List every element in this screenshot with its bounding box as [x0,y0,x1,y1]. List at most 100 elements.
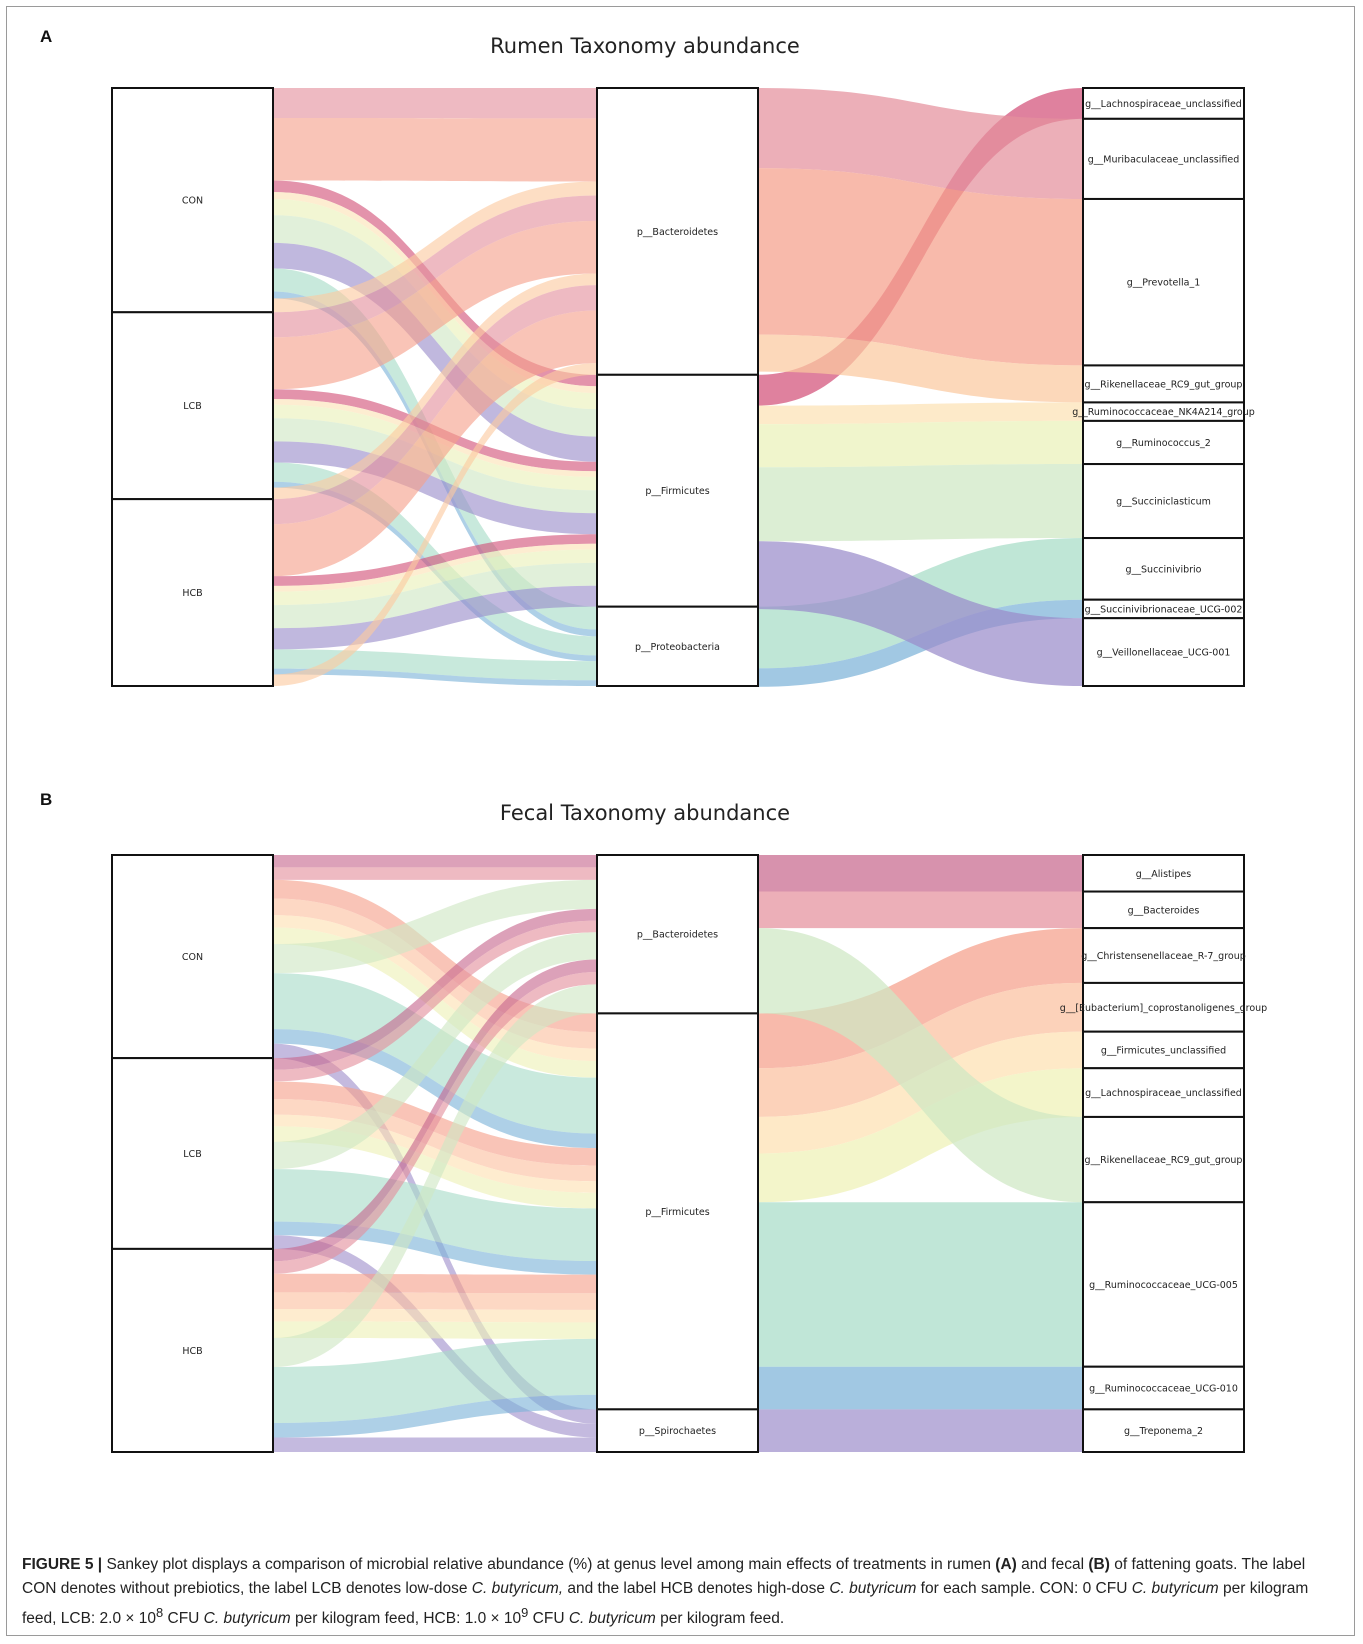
figure-caption: FIGURE 5 | Sankey plot displays a compar… [22,1553,1342,1631]
node-label-g-eubacterium-coprostanoligenes-group: g__[Eubacterium]_coprostanoligenes_group [1060,1003,1267,1014]
caption-text-9: CFU [532,1610,565,1628]
node-label-g-succinivibrionaceae-ucg-002: g__Succinivibrionaceae_UCG-002 [1085,604,1243,615]
caption-ref-a: (A) [995,1556,1017,1573]
link-treatment-phylum [273,1169,597,1262]
link-treatment-phylum [273,310,597,577]
node-label-g-succiniclasticum: g__Succiniclasticum [1116,497,1211,508]
link-treatment-phylum [273,1394,597,1438]
sankey-figure: A Rumen Taxonomy abundance CON LCB HCB p__Bac… [40,27,1267,1454]
panel-a-rumen: A Rumen Taxonomy abundance CON LCB HCB p__Bac… [40,27,1255,687]
node-label-g-ruminococcaceae-nk4a214-group: g__Ruminococcaceae_NK4A214_group [1072,407,1255,418]
sankey-links [273,855,1083,1452]
node-g-muribaculaceae-unclassified [1082,117,1245,200]
node-g-veillonellaceae-ucg-001 [1082,617,1245,687]
link-treatment-phylum [273,855,597,868]
link-treatment-phylum [273,118,597,182]
link-treatment-phylum [273,959,597,1262]
node-label-p-bacteroidetes: p__Bacteroidetes [637,930,718,941]
node-label-lcb: LCB [183,1149,201,1160]
caption-text-3: of fattening goats. The label CON denote… [22,1556,1306,1597]
node-label-g-ruminococcus-2: g__Ruminococcus_2 [1116,438,1211,449]
link-treatment-phylum [273,1292,597,1310]
link-treatment-phylum [273,867,597,880]
node-label-p-proteobacteria: p__Proteobacteria [635,642,720,653]
caption-text-7: CFU [167,1610,200,1628]
link-treatment-phylum [273,195,597,338]
link-treatment-phylum [273,534,597,586]
node-label-g-alistipes: g__Alistipes [1136,869,1191,880]
link-treatment-phylum [273,668,597,686]
link-phylum-genus [758,168,1083,366]
node-g-treponema-2 [1082,1408,1245,1454]
caption-text-4: and the label HCB denotes high-dose [567,1580,826,1597]
node-label-g-rikenellaceae-rc9-gut-group: g__Rikenellaceae_RC9_gut_group [1085,379,1243,390]
caption-text-10: per kilogram feed. [660,1610,785,1628]
node-g-lachnospiraceae-unclassified [1082,87,1245,120]
node-label-p-firmicutes: p__Firmicutes [645,486,709,497]
link-treatment-phylum [273,220,597,390]
node-g-succinivibrio [1082,537,1245,601]
node-label-g-firmicutes-unclassified: g__Firmicutes_unclassified [1101,1045,1226,1056]
link-treatment-phylum [273,562,597,629]
link-treatment-phylum [273,585,597,650]
node-label-con: CON [182,196,203,207]
node-p-firmicutes [596,373,759,608]
node-label-p-bacteroidetes: p__Bacteroidetes [637,227,718,238]
node-label-g-ruminococcaceae-ucg-005: g__Ruminococcaceae_UCG-005 [1089,1280,1238,1291]
link-treatment-phylum [273,879,597,1033]
node-label-g-veillonellaceae-ucg-001: g__Veillonellaceae_UCG-001 [1097,648,1231,659]
link-treatment-phylum [273,1029,597,1149]
caption-label: FIGURE 5 | [22,1556,103,1573]
link-phylum-genus [758,334,1083,403]
link-phylum-genus [758,1366,1083,1410]
caption-species-4: C. butyricum [203,1610,291,1628]
panel-letter: B [40,790,52,809]
node-label-lcb: LCB [183,401,201,412]
link-treatment-phylum [273,441,597,535]
link-phylum-genus [758,891,1083,929]
link-treatment-phylum [273,1114,597,1193]
node-p-spirochaetes [596,1408,759,1454]
node-g-succiniclasticum [1082,463,1245,540]
node-g-ruminococcus-2 [1082,419,1245,466]
link-treatment-phylum [273,984,597,1368]
link-treatment-phylum [273,543,597,592]
node-g-rikenellaceae-rc9-gut-group [1082,364,1245,404]
link-treatment-phylum [273,649,597,681]
caption-text-5: for each sample. CON: 0 CFU [920,1580,1128,1597]
caption-ref-b: (B) [1088,1556,1110,1573]
caption-species-2: C. butyricum [829,1580,917,1597]
node-p-bacteroidetes [596,854,759,1015]
link-treatment-phylum [273,273,597,500]
caption-text-6: per kilogram feed, LCB: 2.0 × 10 [22,1580,1309,1628]
link-treatment-phylum [273,285,597,525]
node-label-hcb: HCB [182,588,202,599]
node-label-g-lachnospiraceae-unclassified: g__Lachnospiraceae_unclassified [1085,99,1242,110]
node-label-hcb: HCB [182,1346,202,1357]
caption-text-8: per kilogram feed, HCB: 1.0 × 10 [294,1610,522,1628]
link-treatment-phylum [273,932,597,1170]
node-label-p-firmicutes: p__Firmicutes [645,1207,709,1218]
node-label-p-spirochaetes: p__Spirochaetes [639,1426,716,1437]
node-lcb [111,311,274,501]
link-phylum-genus [758,402,1083,425]
node-g-christensenellaceae-r-7-group [1082,927,1245,984]
link-treatment-phylum [273,1273,597,1294]
sankey-nodes: CON LCB HCB p__Bacteroidetes p__Firmicutes p_… [111,854,1267,1454]
link-treatment-phylum [273,1437,597,1452]
link-treatment-phylum [273,1098,597,1182]
link-treatment-phylum [273,363,597,686]
node-label-g-lachnospiraceae-unclassified: g__Lachnospiraceae_unclassified [1085,1088,1242,1099]
caption-species-1: C. butyricum, [471,1580,564,1597]
node-label-g-rikenellaceae-rc9-gut-group: g__Rikenellaceae_RC9_gut_group [1085,1155,1243,1166]
figure-frame [6,6,1355,1636]
node-p-bacteroidetes [596,87,759,376]
link-phylum-genus [758,464,1083,542]
node-hcb [111,498,274,687]
node-label-con: CON [182,952,203,963]
sankey-links [273,88,1083,687]
link-treatment-phylum [273,920,597,1082]
link-phylum-genus [758,1409,1083,1452]
node-hcb [111,1247,274,1453]
link-treatment-phylum [273,908,597,1070]
